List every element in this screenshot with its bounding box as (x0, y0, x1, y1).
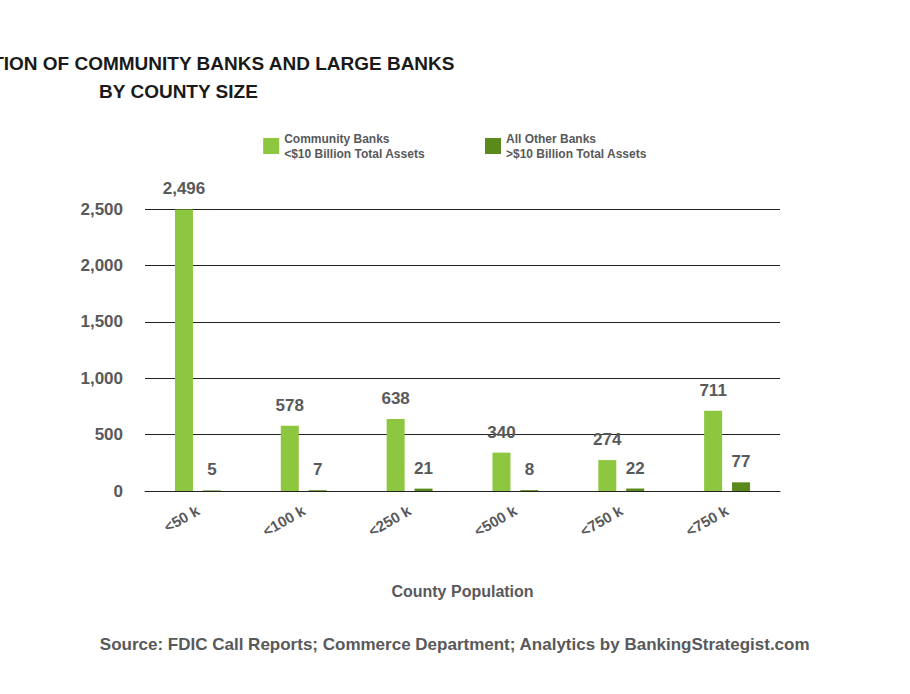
svg-text:22: 22 (626, 459, 645, 478)
svg-text:711: 711 (699, 381, 726, 400)
svg-text:5: 5 (207, 460, 216, 479)
svg-text:BY COUNTY SIZE: BY COUNTY SIZE (99, 81, 258, 102)
svg-text:21: 21 (414, 459, 433, 478)
svg-text:578: 578 (276, 396, 304, 415)
svg-text:<50 k: <50 k (161, 501, 203, 535)
svg-text:2,000: 2,000 (80, 256, 123, 275)
svg-text:8: 8 (525, 460, 534, 479)
svg-text:77: 77 (732, 452, 751, 471)
svg-text:<750 k: <750 k (577, 501, 626, 539)
svg-text:<500 k: <500 k (471, 501, 520, 539)
svg-text:County Population: County Population (391, 583, 533, 600)
svg-text:274: 274 (593, 430, 622, 449)
svg-text:<$10 Billion Total Assets: <$10 Billion Total Assets (284, 147, 425, 161)
svg-text:Community Banks: Community Banks (284, 132, 390, 146)
svg-text:0: 0 (114, 482, 123, 501)
svg-text:7: 7 (313, 460, 322, 479)
svg-text:1,000: 1,000 (80, 369, 123, 388)
svg-text:<100 k: <100 k (259, 501, 308, 539)
svg-text:All Other Banks: All Other Banks (506, 132, 596, 146)
svg-text:Source: FDIC Call Reports; Com: Source: FDIC Call Reports; Commerce Depa… (100, 635, 810, 654)
svg-text:2,496: 2,496 (163, 179, 206, 198)
svg-text:2,500: 2,500 (80, 200, 123, 219)
svg-text:<750 k: <750 k (683, 501, 732, 539)
svg-text:500: 500 (95, 425, 123, 444)
svg-text:340: 340 (487, 423, 515, 442)
svg-text:DISTRIBUTION OF COMMUNITY BANK: DISTRIBUTION OF COMMUNITY BANKS AND LARG… (0, 53, 454, 74)
svg-text:1,500: 1,500 (80, 312, 123, 331)
svg-text:>$10 Billion Total Assets: >$10 Billion Total Assets (506, 147, 647, 161)
svg-text:638: 638 (381, 389, 409, 408)
svg-text:<250 k: <250 k (365, 501, 414, 539)
